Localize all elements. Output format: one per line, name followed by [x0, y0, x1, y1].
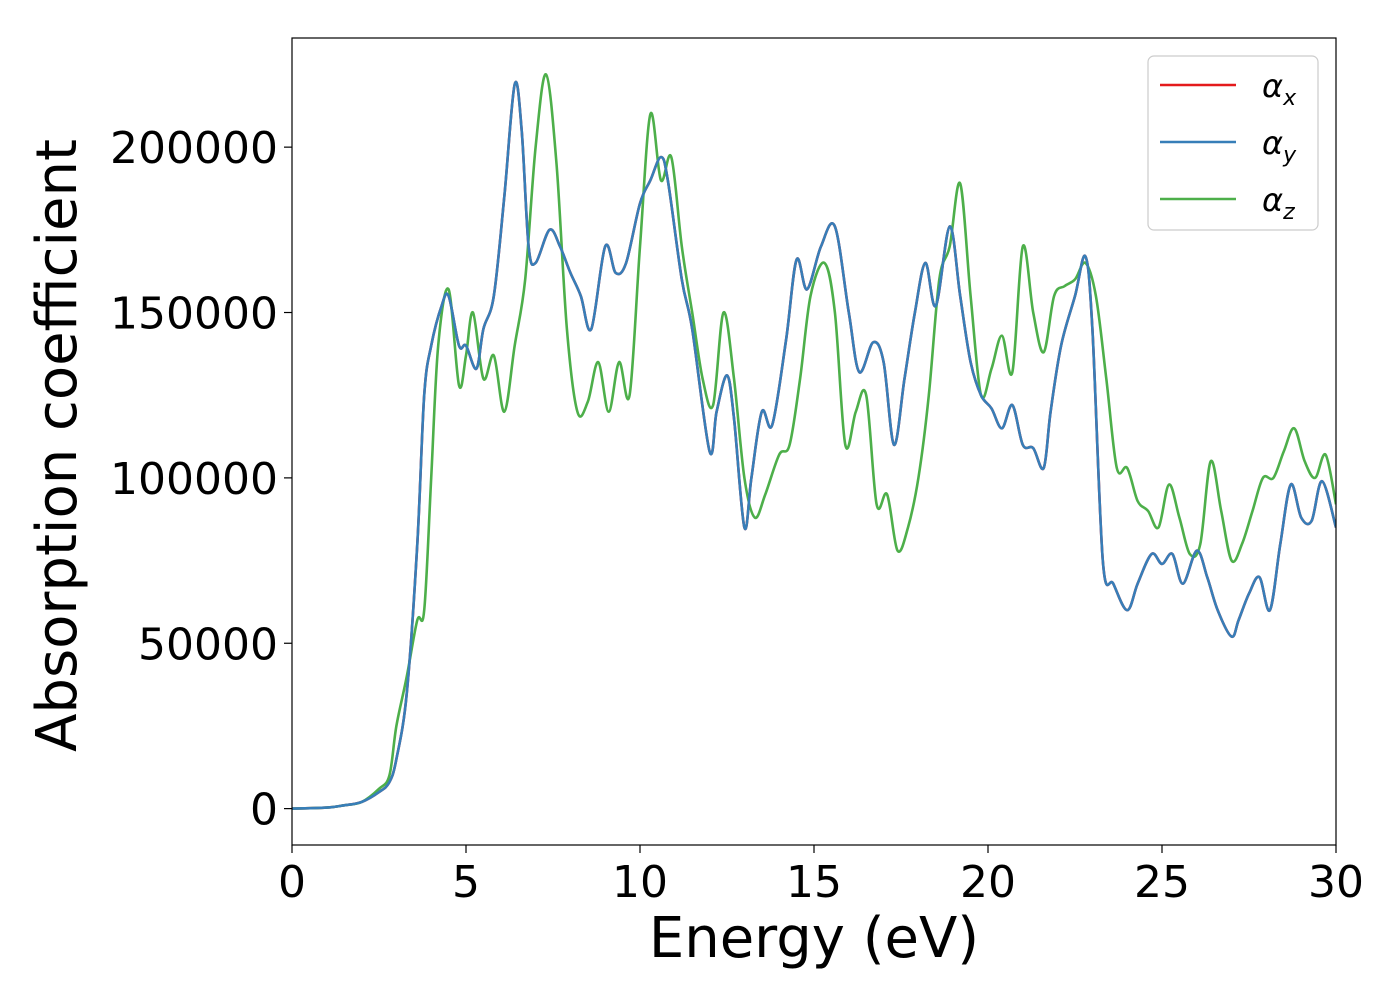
x-tick-label: 15 [786, 857, 842, 908]
x-tick-label: 30 [1308, 857, 1364, 908]
x-tick-label: 20 [960, 857, 1016, 908]
x-tick-label: 25 [1134, 857, 1190, 908]
y-tick-label: 50000 [138, 619, 278, 670]
y-axis-ticks: 0 50000 100000 150000 200000 [110, 123, 292, 836]
series-line-z [292, 73, 1336, 810]
y-tick-label: 100000 [110, 454, 278, 505]
legend-label-y: αy [1262, 124, 1297, 168]
x-tick-label: 10 [612, 857, 668, 908]
x-tick-label: 5 [452, 857, 480, 908]
series-layer [292, 73, 1336, 810]
legend: αx αy αz [1147, 55, 1319, 231]
x-axis-title: Energy (eV) [649, 906, 979, 971]
y-tick-label: 150000 [110, 289, 278, 340]
x-axis-ticks: 0 5 10 15 20 25 30 [278, 845, 1364, 908]
series-line-y [292, 80, 1336, 810]
legend-label-x: αx [1262, 67, 1297, 111]
y-tick-label: 0 [250, 785, 278, 836]
x-tick-label: 0 [278, 857, 306, 908]
y-axis-title: Absorption coefficient [25, 139, 90, 752]
plot-frame [291, 37, 1337, 846]
legend-label-z: αz [1262, 181, 1295, 225]
y-tick-label: 200000 [110, 123, 278, 174]
